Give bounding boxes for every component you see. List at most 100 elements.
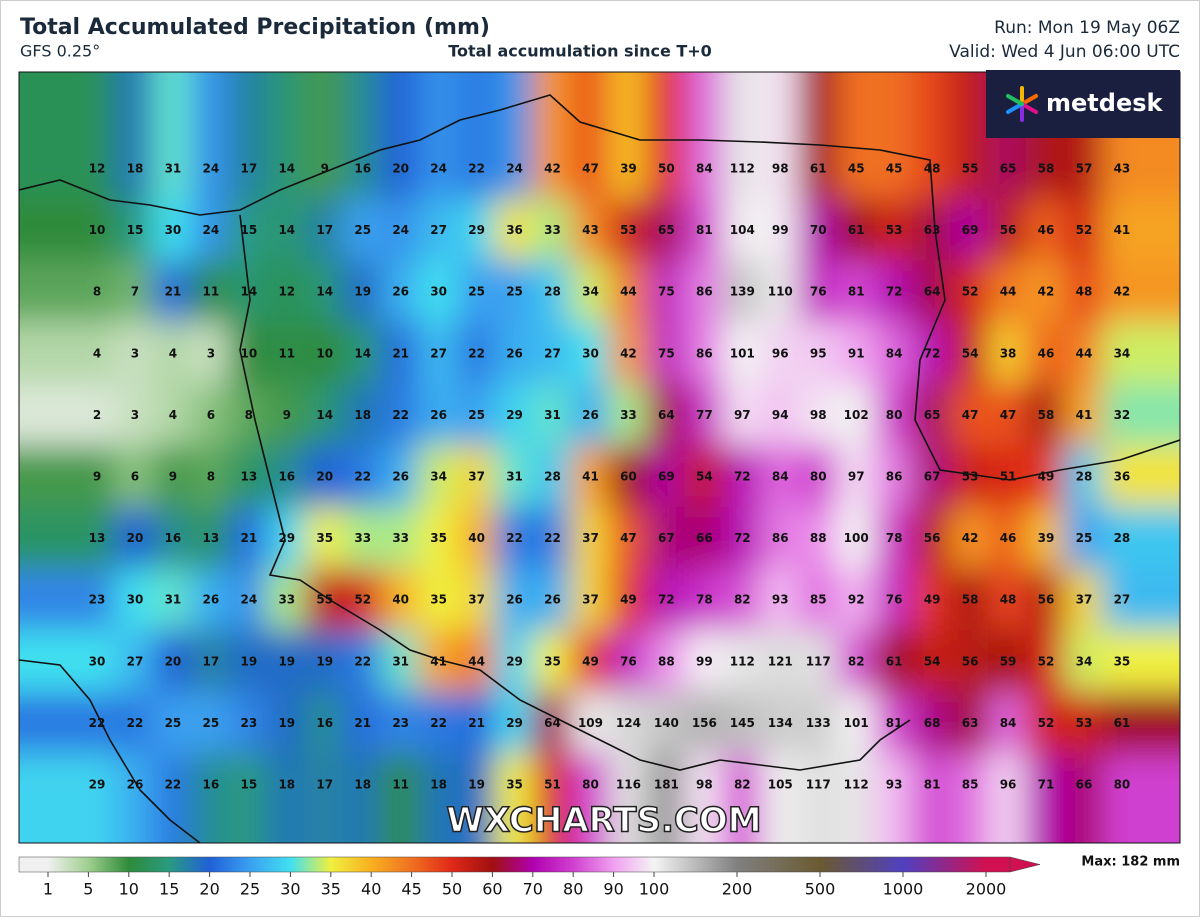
precip-cell — [1101, 260, 1180, 324]
precip-value: 22 — [354, 654, 371, 668]
precip-value: 61 — [886, 654, 903, 668]
precip-cell — [798, 630, 839, 694]
precip-cell — [950, 506, 991, 571]
precip-value: 39 — [1038, 531, 1055, 545]
precip-value: 121 — [768, 654, 793, 668]
precip-cell — [608, 322, 649, 386]
precip-value: 124 — [616, 716, 641, 730]
precip-cell — [950, 568, 991, 632]
precip-cell — [570, 506, 611, 571]
precip-value: 26 — [506, 593, 523, 607]
precip-value: 13 — [89, 531, 106, 545]
precip-cell — [950, 753, 991, 843]
precip-value: 20 — [316, 470, 333, 484]
precip-cell — [912, 506, 953, 571]
precip-cell — [380, 198, 421, 263]
precip-value: 31 — [506, 470, 523, 484]
precip-value: 88 — [810, 531, 827, 545]
precip-cell — [836, 198, 877, 263]
precip-cell — [456, 383, 497, 448]
precip-value: 49 — [1038, 470, 1055, 484]
precip-cell — [912, 383, 953, 448]
precip-value: 21 — [392, 346, 409, 360]
precip-value: 17 — [316, 223, 333, 237]
precip-cell — [1026, 198, 1066, 263]
precip-cell — [760, 630, 801, 694]
precip-cell — [418, 568, 459, 632]
precip-value: 112 — [844, 778, 869, 792]
precip-cell — [190, 506, 231, 571]
precip-value: 65 — [658, 223, 675, 237]
precip-value: 75 — [658, 285, 675, 299]
precip-cell — [798, 691, 839, 756]
precip-value: 31 — [165, 162, 182, 176]
precip-cell — [304, 198, 345, 263]
precip-cell — [1063, 691, 1104, 756]
precip-cell — [114, 72, 155, 201]
precip-cell — [19, 383, 117, 448]
precip-cell — [190, 691, 231, 756]
precip-value: 23 — [89, 593, 106, 607]
precip-cell — [342, 753, 383, 843]
precip-value: 94 — [772, 408, 789, 422]
precip-value: 69 — [962, 223, 979, 237]
precip-cell — [19, 691, 117, 756]
precip-cell — [304, 445, 345, 509]
precip-value: 11 — [203, 285, 220, 299]
precip-value: 45 — [886, 162, 903, 176]
precip-value: 98 — [810, 408, 827, 422]
precip-cell — [494, 630, 535, 694]
precip-value: 82 — [848, 654, 865, 668]
colorbar-label: 1 — [43, 880, 53, 899]
precip-cell — [608, 506, 649, 571]
precip-cell — [912, 198, 953, 263]
precip-value: 45 — [848, 162, 865, 176]
precip-value: 35 — [316, 531, 333, 545]
precip-cell — [266, 753, 307, 843]
precip-cell — [608, 198, 649, 263]
precip-cell — [912, 753, 953, 843]
precip-value: 14 — [316, 285, 333, 299]
precip-cell — [570, 445, 611, 509]
precip-value: 56 — [1038, 593, 1055, 607]
precip-value: 53 — [620, 223, 637, 237]
precip-cell — [190, 72, 231, 201]
precip-cell — [304, 691, 345, 756]
precip-value: 16 — [316, 716, 333, 730]
precip-cell — [342, 691, 383, 756]
precip-value: 75 — [658, 346, 675, 360]
precip-cell — [684, 198, 725, 263]
precip-value: 41 — [430, 654, 447, 668]
precip-value: 22 — [89, 716, 106, 730]
precip-cell — [114, 445, 155, 509]
precip-value: 18 — [127, 162, 144, 176]
precip-value: 4 — [169, 346, 177, 360]
colorbar-label: 100 — [639, 880, 670, 899]
precip-value: 8 — [207, 470, 215, 484]
precip-value: 56 — [962, 654, 979, 668]
precip-cell — [266, 506, 307, 571]
precip-value: 102 — [844, 408, 869, 422]
precip-cell — [266, 630, 307, 694]
precip-value: 16 — [203, 778, 220, 792]
precip-cell — [836, 72, 877, 201]
precip-value: 49 — [582, 654, 599, 668]
precip-cell — [1101, 691, 1180, 756]
precip-cell — [418, 445, 459, 509]
precip-cell — [722, 260, 763, 324]
precip-cell — [532, 198, 573, 263]
precip-cell — [874, 198, 915, 263]
precip-value: 82 — [734, 778, 751, 792]
precip-value: 8 — [245, 408, 253, 422]
precip-value: 38 — [1000, 346, 1017, 360]
precip-value: 57 — [1076, 162, 1093, 176]
precip-value: 35 — [430, 593, 447, 607]
precip-cell — [304, 506, 345, 571]
precip-cell — [418, 506, 459, 571]
precip-value: 30 — [430, 285, 447, 299]
borders — [19, 94, 1180, 843]
precip-cell — [380, 445, 421, 509]
colorbar-label: 40 — [361, 880, 381, 899]
precip-cell — [418, 260, 459, 324]
precip-value: 35 — [506, 778, 523, 792]
